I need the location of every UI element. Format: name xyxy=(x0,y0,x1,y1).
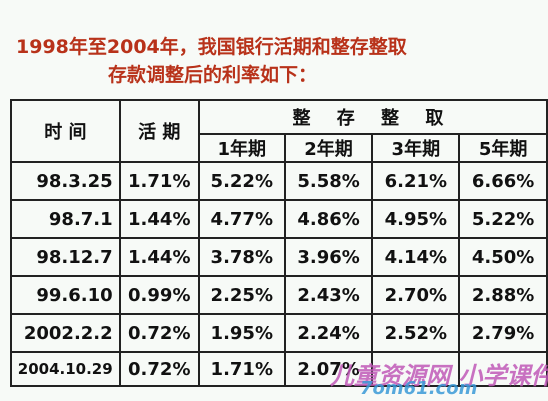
table-cell: 4.95% xyxy=(371,199,461,239)
table-cell: 1.44% xyxy=(118,237,200,277)
table-cell: 3年期 xyxy=(371,133,461,163)
title-line: 存款调整后的利率如下： xyxy=(108,64,318,86)
table-cell: 99.6.10 xyxy=(10,275,121,315)
table-cell: 1.71% xyxy=(197,351,286,387)
table-cell: 2年期 xyxy=(283,133,374,163)
table-row: 1年期 2年期 3年期 5年期 xyxy=(11,133,548,163)
table-cell: 6.66% xyxy=(458,161,548,201)
table-cell: 4.50% xyxy=(458,237,548,277)
table-row: 2004.10.29 0.72% 1.71% 2.07% xyxy=(10,351,548,387)
table-cell: 2.79% xyxy=(458,313,548,353)
table-cell: 1年期 xyxy=(197,133,286,163)
table-row: 99.6.10 0.99% 2.25% 2.43% 2.70% 2.88% xyxy=(10,275,548,315)
table-cell: 6.21% xyxy=(371,161,461,201)
table-cell: 1.95% xyxy=(197,313,286,353)
table-cell: 2004.10.29 xyxy=(10,351,121,387)
table-cell: 活 期 xyxy=(118,99,200,163)
table-cell: 98.12.7 xyxy=(10,237,121,277)
table-cell: 3.96% xyxy=(283,237,374,277)
table-row: 时 间活 期整 存 整 取 xyxy=(10,99,548,163)
table-cell: 时 间 xyxy=(10,99,121,163)
table-cell: 98.3.25 xyxy=(10,161,121,201)
table-row: 98.7.1 1.44% 4.77% 4.86% 4.95% 5.22% xyxy=(10,199,548,239)
table-row: 2002.2.2 0.72% 1.95% 2.24% 2.52% 2.79% xyxy=(10,313,548,353)
watermark: 7om61.com xyxy=(360,378,478,399)
table-cell: 3.78% xyxy=(197,237,286,277)
table-cell: 2.25% xyxy=(197,275,286,315)
table-cell: 0.72% xyxy=(118,351,200,387)
table-cell: 2.70% xyxy=(371,275,461,315)
table-cell: 2.52% xyxy=(371,313,461,353)
title-line: 1998年至2004年，我国银行活期和整存整取 xyxy=(16,36,407,58)
table-cell: 5.22% xyxy=(197,161,286,201)
table-cell: 1.44% xyxy=(118,199,200,239)
table-cell: 2.24% xyxy=(283,313,374,353)
table-cell: 2.88% xyxy=(458,275,548,315)
table-cell: 5.22% xyxy=(458,199,548,239)
table-row: 98.3.25 1.71% 5.22% 5.58% 6.21% 6.66% xyxy=(10,161,548,201)
table-cell: 0.99% xyxy=(118,275,200,315)
table-cell: 4.86% xyxy=(283,199,374,239)
table-cell: 1.71% xyxy=(118,161,200,201)
table-cell: 5年期 xyxy=(458,133,548,163)
table-cell: 4.77% xyxy=(197,199,286,239)
table-row: 98.12.7 1.44% 3.78% 3.96% 4.14% 4.50% xyxy=(10,237,548,277)
table-cell: 98.7.1 xyxy=(10,199,121,239)
table-cell xyxy=(371,351,461,387)
rate-table: 时 间活 期整 存 整 取 1年期 2年期 3年期 5年期 98.3.25 1.71% 5.2… xyxy=(10,99,548,387)
watermark: 儿童资源网 小学课件 xyxy=(330,362,548,390)
table-cell: 0.72% xyxy=(118,313,200,353)
table-cell: 2.43% xyxy=(283,275,374,315)
table-cell: 4.14% xyxy=(371,237,461,277)
table-cell: 整 存 整 取 xyxy=(197,99,548,135)
table-cell: 5.58% xyxy=(283,161,374,201)
table-cell: 2002.2.2 xyxy=(10,313,121,353)
table-cell xyxy=(458,351,548,387)
table-cell: 2.07% xyxy=(283,351,374,387)
